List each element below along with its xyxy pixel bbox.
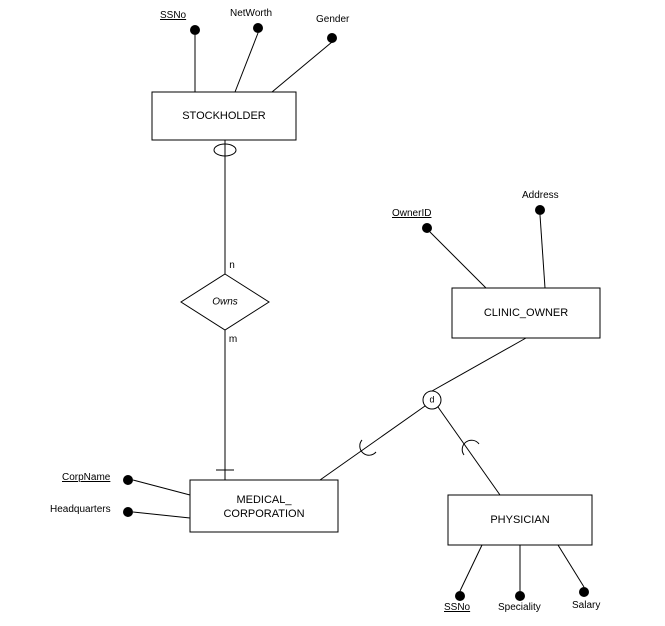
attr-dot-ssno	[190, 25, 200, 35]
attr-label-headquarters: Headquarters	[50, 504, 111, 515]
attr-label-ssno: SSNo	[160, 10, 187, 21]
attr-dot-ownerid	[422, 223, 432, 233]
attr-line-p-ssno	[460, 545, 482, 591]
attr-dot-salary	[579, 587, 589, 597]
line-d-physician	[438, 407, 500, 495]
attr-dot-headquarters	[123, 507, 133, 517]
attr-dot-p-ssno	[455, 591, 465, 601]
attr-label-speciality: Speciality	[498, 602, 541, 613]
attr-line-gender	[272, 42, 332, 92]
attr-label-p-ssno: SSNo	[444, 602, 471, 613]
relationship-owns-label: Owns	[212, 297, 238, 308]
specialization-d-label: d	[429, 394, 434, 404]
entity-medical-corporation-label-1: MEDICAL_	[236, 494, 292, 506]
entity-physician-label: PHYSICIAN	[490, 514, 549, 526]
attr-label-gender: Gender	[316, 14, 350, 25]
cardinality-n: n	[229, 260, 235, 271]
entity-stockholder-label: STOCKHOLDER	[182, 110, 266, 122]
attr-line-salary	[558, 545, 584, 587]
attr-line-address	[540, 215, 545, 288]
entity-clinic-owner-label: CLINIC_OWNER	[484, 307, 568, 319]
attr-dot-speciality	[515, 591, 525, 601]
attr-dot-address	[535, 205, 545, 215]
entity-medical-corporation-label-2: CORPORATION	[223, 508, 304, 520]
attr-line-headquarters	[133, 512, 190, 518]
attr-label-ownerid: OwnerID	[392, 208, 431, 219]
attr-line-corpname	[133, 480, 190, 495]
attr-dot-networth	[253, 23, 263, 33]
attr-line-networth	[235, 33, 258, 92]
attr-line-ownerid	[430, 232, 486, 288]
entity-medical-corporation	[190, 480, 338, 532]
attr-dot-gender	[327, 33, 337, 43]
attr-label-networth: NetWorth	[230, 8, 272, 19]
line-d-medical	[320, 406, 425, 480]
attr-label-salary: Salary	[572, 600, 600, 611]
attr-dot-corpname	[123, 475, 133, 485]
er-diagram: Owns n m d SSNo NetWorth Gender STOCKHOL…	[0, 0, 665, 626]
line-clinicowner-d	[432, 338, 526, 391]
cardinality-m: m	[229, 334, 237, 345]
attr-label-address: Address	[522, 190, 559, 201]
attr-label-corpname: CorpName	[62, 472, 111, 483]
